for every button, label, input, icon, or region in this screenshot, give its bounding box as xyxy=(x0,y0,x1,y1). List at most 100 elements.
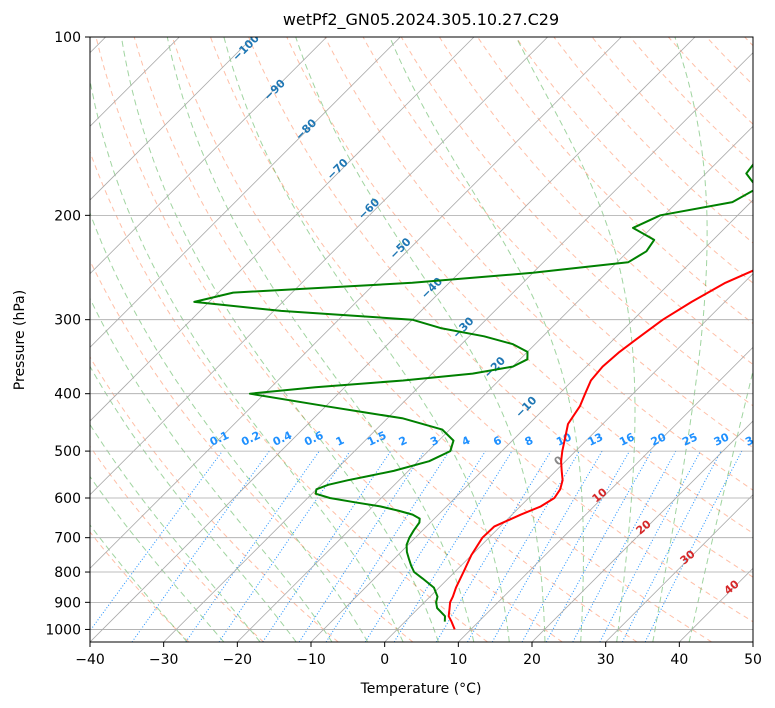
x-tick-label: −40 xyxy=(75,652,105,668)
mixing-ratio-label: 30 xyxy=(712,430,732,448)
mixing-ratio-line xyxy=(262,450,392,642)
moist-adiabat-line xyxy=(90,475,225,642)
mixing-ratio-line xyxy=(325,450,450,642)
mixing-ratio-line xyxy=(521,450,630,642)
plot-frame xyxy=(89,36,754,643)
moist-adiabat-label: −30 xyxy=(450,314,477,341)
x-tick-label: −20 xyxy=(223,652,253,668)
moist-adiabat-line xyxy=(652,37,708,642)
y-tick-label: 500 xyxy=(54,444,81,460)
mixing-ratio-line xyxy=(90,450,223,632)
dry-adiabat-line xyxy=(400,37,753,407)
mixing-ratio-label: 1 xyxy=(334,434,346,449)
mixing-ratio-line xyxy=(218,450,351,642)
mixing-ratio-label: 20 xyxy=(649,430,669,448)
hodo-label: 30 xyxy=(678,547,698,567)
mixing-ratio-label: 25 xyxy=(680,430,699,448)
mixing-ratio-label: 0.2 xyxy=(239,429,262,449)
mixing-ratio-label: 13 xyxy=(586,430,605,448)
dry-adiabat-line xyxy=(90,356,339,642)
dry-adiabat-line xyxy=(90,259,414,642)
mixing-ratio-line xyxy=(599,450,701,642)
isotherm-line xyxy=(310,199,753,642)
mixing-ratio-label: 0.4 xyxy=(271,429,294,449)
mixing-ratio-line xyxy=(644,450,743,642)
x-tick-label: −30 xyxy=(149,652,179,668)
mixing-ratio-label: 36 xyxy=(743,430,763,448)
moist-adiabat-line xyxy=(90,78,404,642)
moist-adiabat-line xyxy=(688,368,753,642)
isotherm-line xyxy=(458,346,753,642)
moist-adiabat-label: −40 xyxy=(419,275,446,302)
moist-adiabat-label: −90 xyxy=(261,76,288,103)
mixing-ratio-line xyxy=(572,450,677,642)
moist-adiabat-line xyxy=(90,365,297,642)
series-layer xyxy=(193,163,753,630)
mixing-ratio-label: 2 xyxy=(397,434,409,449)
moist-adiabat-line xyxy=(120,37,439,642)
dewpoint-profile-line xyxy=(193,163,753,622)
y-tick-label: 200 xyxy=(54,208,81,224)
x-tick-label: 0 xyxy=(380,652,389,668)
mixing-ratio-label: 4 xyxy=(460,434,473,449)
mixing-ratio-line xyxy=(491,450,603,642)
isotherm-line xyxy=(384,273,753,642)
isotherm-line xyxy=(679,567,753,642)
isotherm-line xyxy=(531,420,753,642)
x-tick-label: 30 xyxy=(597,652,615,668)
mixing-ratio-label: 0.6 xyxy=(302,429,325,449)
y-tick-label: 1000 xyxy=(45,622,81,638)
moist-adiabat-line xyxy=(90,524,188,642)
x-tick-label: 20 xyxy=(523,652,541,668)
x-axis-label: Temperature (°C) xyxy=(360,681,482,697)
hodo-label: 10 xyxy=(590,485,610,505)
isotherm-line xyxy=(90,37,696,642)
x-tick-label: 50 xyxy=(744,652,762,668)
hodo-label: 20 xyxy=(634,517,654,537)
dry-adiabat-line xyxy=(553,37,753,244)
moist-adiabat-line xyxy=(389,37,584,642)
y-axis-label: Pressure (hPa) xyxy=(12,290,28,390)
isotherm-line xyxy=(90,37,254,201)
moist-adiabat-label: −70 xyxy=(324,156,351,183)
dry-adiabat-line xyxy=(90,531,190,642)
isotherm-line xyxy=(90,37,548,496)
isotherm-line xyxy=(90,37,401,348)
isotherm-line xyxy=(605,494,753,642)
axis-ticks: −40 −30 −20 −10 0 10 20 30 40 5010020030040050060… xyxy=(45,30,762,668)
mixing-ratio-line xyxy=(364,450,486,642)
moist-adiabat-line xyxy=(515,37,636,642)
y-tick-label: 100 xyxy=(54,30,81,46)
moist-adiabat-label: −100 xyxy=(230,31,262,63)
moist-adiabat-line xyxy=(90,423,261,642)
x-tick-label: 40 xyxy=(670,652,688,668)
dry-adiabat-line xyxy=(90,445,264,642)
dry-adiabat-line xyxy=(477,37,753,325)
chart-title: wetPf2_GN05.2024.305.10.27.C29 xyxy=(282,10,560,29)
mixing-ratio-label: 0.1 xyxy=(208,429,231,449)
moist-adiabat-label: −80 xyxy=(293,116,320,143)
isotherm-line xyxy=(90,37,327,275)
hodo-label: 0 xyxy=(552,453,566,468)
temperature-profile-line xyxy=(447,269,753,630)
mixing-ratio-line xyxy=(131,450,270,642)
dry-adiabat-line xyxy=(515,37,753,284)
mixing-ratio-line xyxy=(393,450,513,642)
mixing-ratio-line xyxy=(298,450,425,642)
dry-adiabat-line xyxy=(133,37,638,642)
dry-adiabat-line xyxy=(248,37,753,578)
mixing-ratio-line xyxy=(435,450,552,642)
dry-adiabat-line xyxy=(90,150,488,642)
mixing-ratio-line xyxy=(467,450,580,642)
mixing-ratio-label: 16 xyxy=(617,430,637,448)
hodo-label: 40 xyxy=(722,577,742,597)
y-tick-label: 400 xyxy=(54,387,81,403)
moist-adiabat-line xyxy=(295,37,546,642)
dry-adiabat-line xyxy=(95,37,563,642)
isotherm-line xyxy=(237,125,753,642)
y-tick-label: 800 xyxy=(54,565,81,581)
axes-frame xyxy=(89,36,754,643)
dry-adiabat-line xyxy=(324,37,753,491)
dry-adiabat-line xyxy=(210,37,753,623)
